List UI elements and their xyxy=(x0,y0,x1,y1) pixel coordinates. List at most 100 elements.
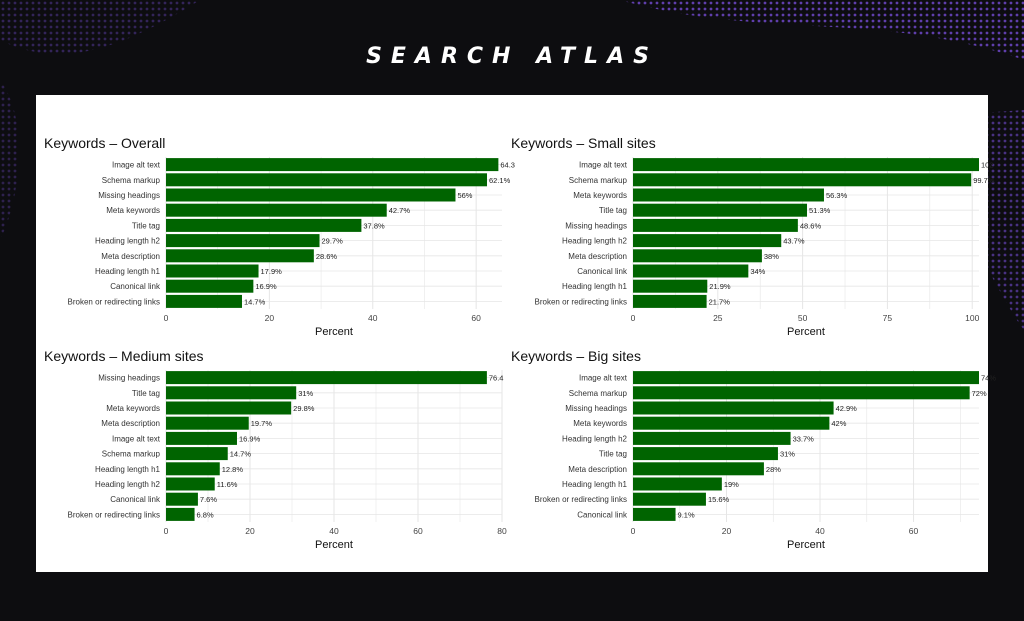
data-label: 31% xyxy=(298,389,313,398)
chart-keywords-overall: Keywords – Overall 64.3 Image alt text 62.… xyxy=(44,135,515,341)
bar xyxy=(633,203,808,217)
chart-keywords-small-sites: Keywords – Small sites 102 Image alt text… xyxy=(511,135,995,341)
category-label: Heading length h1 xyxy=(95,267,160,276)
data-label: 29.7% xyxy=(322,237,344,246)
x-tick-label: 20 xyxy=(245,526,255,536)
category-label: Heading length h1 xyxy=(562,480,627,489)
bar xyxy=(166,279,254,293)
category-label: Heading length h1 xyxy=(562,282,627,291)
category-label: Canonical link xyxy=(110,282,161,291)
category-label: Schema markup xyxy=(569,176,628,185)
bar xyxy=(633,401,834,415)
bar xyxy=(633,279,708,293)
bar xyxy=(166,294,242,308)
bar xyxy=(633,462,764,476)
bar xyxy=(166,477,215,491)
x-tick-label: 40 xyxy=(815,526,825,536)
category-label: Title tag xyxy=(132,221,160,230)
bar xyxy=(633,431,791,445)
chart-title: Keywords – Small sites xyxy=(511,135,656,151)
x-tick-label: 60 xyxy=(909,526,919,536)
data-label: 12.8% xyxy=(222,465,244,474)
bar xyxy=(166,173,488,187)
category-label: Title tag xyxy=(599,450,627,459)
bar xyxy=(633,507,676,521)
data-label: 72% xyxy=(972,389,987,398)
chart-title: Keywords – Medium sites xyxy=(44,348,204,364)
data-label: 28.6% xyxy=(316,252,338,261)
bar-chart-svg: 76.4 Missing headings 31% Title tag 29.8% Met… xyxy=(68,370,507,551)
data-label: 43.7% xyxy=(783,237,805,246)
data-label: 16.9% xyxy=(255,282,277,291)
bar xyxy=(166,188,456,202)
category-label: Image alt text xyxy=(112,434,161,443)
category-label: Meta description xyxy=(101,419,160,428)
bar xyxy=(633,173,972,187)
data-label: 34% xyxy=(750,267,765,276)
data-label: 42% xyxy=(831,419,846,428)
category-label: Meta keywords xyxy=(106,404,160,413)
category-label: Meta keywords xyxy=(573,191,627,200)
bar xyxy=(633,386,970,400)
bar-chart-svg: 74% Image alt text 72% Schema markup 42.9% Mi… xyxy=(535,370,996,551)
category-label: Meta description xyxy=(568,465,627,474)
data-label: 14.7% xyxy=(230,450,252,459)
data-label: 38% xyxy=(764,252,779,261)
x-tick-label: 0 xyxy=(631,313,636,323)
chart-keywords-big-sites: Keywords – Big sites 74% Image alt text 72… xyxy=(511,348,996,554)
bar xyxy=(166,386,297,400)
bar xyxy=(633,371,979,385)
bar xyxy=(166,218,362,232)
x-tick-label: 60 xyxy=(413,526,423,536)
x-tick-label: 0 xyxy=(164,526,169,536)
data-label: 9.1% xyxy=(678,510,695,519)
data-label: 6.8% xyxy=(197,510,214,519)
category-label: Image alt text xyxy=(579,374,628,383)
data-label: 51.3% xyxy=(809,206,831,215)
charts-panel: Keywords – Overall 64.3 Image alt text 62.… xyxy=(36,95,996,572)
data-label: 7.6% xyxy=(200,495,217,504)
category-label: Image alt text xyxy=(112,161,161,170)
category-label: Heading length h2 xyxy=(562,237,627,246)
x-axis-label: Percent xyxy=(787,539,825,551)
bar xyxy=(633,416,830,430)
bar xyxy=(166,203,387,217)
data-label: 42.7% xyxy=(389,206,411,215)
category-label: Broken or redirecting links xyxy=(535,495,627,504)
bar-chart-svg: 102 Image alt text 99.7% Schema markup 56.3%… xyxy=(535,157,995,338)
data-label: 102 xyxy=(981,161,994,170)
x-tick-label: 40 xyxy=(368,313,378,323)
x-tick-label: 100 xyxy=(965,313,979,323)
x-tick-label: 50 xyxy=(798,313,808,323)
data-label: 14.7% xyxy=(244,297,266,306)
data-label: 56% xyxy=(457,191,472,200)
data-label: 56.3% xyxy=(826,191,848,200)
category-label: Canonical link xyxy=(110,495,161,504)
category-label: Heading length h2 xyxy=(95,480,160,489)
category-label: Meta keywords xyxy=(106,206,160,215)
category-label: Meta keywords xyxy=(573,419,627,428)
x-tick-label: 40 xyxy=(329,526,339,536)
data-label: 99.7% xyxy=(973,176,995,185)
bar xyxy=(166,431,237,445)
data-label: 62.1% xyxy=(489,176,511,185)
category-label: Schema markup xyxy=(102,450,161,459)
x-tick-label: 20 xyxy=(722,526,732,536)
bar xyxy=(166,462,220,476)
bar xyxy=(633,264,749,278)
category-label: Meta description xyxy=(101,252,160,261)
x-axis-label: Percent xyxy=(315,326,353,338)
category-label: Canonical link xyxy=(577,510,628,519)
data-label: 31% xyxy=(780,450,795,459)
data-label: 17.9% xyxy=(261,267,283,276)
data-label: 16.9% xyxy=(239,434,261,443)
bar xyxy=(166,371,487,385)
bar xyxy=(633,477,722,491)
data-label: 64.3 xyxy=(500,161,515,170)
bar xyxy=(633,249,762,263)
bar xyxy=(166,234,320,248)
chart-title: Keywords – Overall xyxy=(44,135,166,151)
x-tick-label: 60 xyxy=(471,313,481,323)
category-label: Heading length h1 xyxy=(95,465,160,474)
